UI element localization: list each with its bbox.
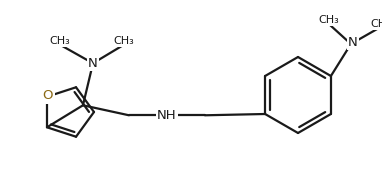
Text: CH₃: CH₃ [371,19,382,29]
Text: CH₃: CH₃ [50,36,70,46]
Text: NH: NH [157,109,177,122]
Text: O: O [43,89,53,102]
Text: N: N [88,57,98,70]
Text: CH₃: CH₃ [319,15,339,25]
Text: CH₃: CH₃ [113,36,134,46]
Text: N: N [348,35,358,49]
